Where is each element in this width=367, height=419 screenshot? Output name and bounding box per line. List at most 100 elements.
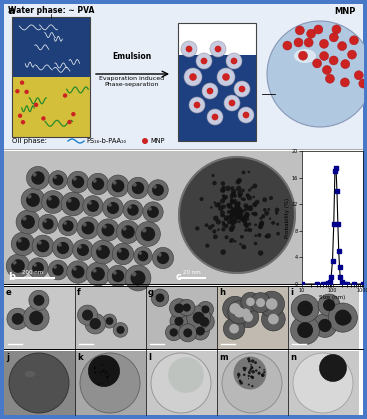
Circle shape — [265, 235, 268, 238]
Circle shape — [235, 209, 241, 215]
Circle shape — [215, 46, 221, 52]
Circle shape — [275, 207, 279, 212]
Circle shape — [241, 308, 250, 318]
Bar — [178, 23, 256, 141]
Ellipse shape — [294, 49, 316, 63]
Circle shape — [246, 297, 255, 306]
Circle shape — [179, 157, 295, 273]
Circle shape — [107, 202, 119, 214]
Circle shape — [200, 197, 204, 201]
Circle shape — [47, 197, 52, 201]
Circle shape — [243, 220, 247, 223]
Circle shape — [18, 114, 22, 118]
Circle shape — [87, 173, 109, 195]
Circle shape — [142, 228, 146, 233]
Circle shape — [243, 373, 246, 376]
Circle shape — [243, 203, 248, 208]
Circle shape — [123, 226, 127, 230]
Circle shape — [230, 212, 235, 216]
Text: d: d — [304, 153, 311, 163]
Circle shape — [238, 194, 242, 198]
Circle shape — [90, 318, 101, 329]
Circle shape — [263, 208, 266, 212]
Circle shape — [250, 375, 252, 378]
Circle shape — [152, 247, 174, 269]
Circle shape — [246, 215, 249, 218]
Circle shape — [255, 370, 258, 372]
Circle shape — [67, 120, 72, 124]
Circle shape — [231, 220, 236, 225]
Circle shape — [261, 373, 265, 377]
Circle shape — [251, 212, 254, 215]
Circle shape — [262, 197, 267, 202]
Circle shape — [235, 204, 237, 207]
Circle shape — [148, 180, 168, 200]
Circle shape — [226, 203, 231, 207]
Circle shape — [240, 218, 242, 220]
Circle shape — [227, 220, 232, 224]
Circle shape — [97, 219, 119, 241]
Circle shape — [26, 193, 40, 207]
Circle shape — [229, 227, 234, 231]
Circle shape — [57, 242, 69, 254]
Circle shape — [235, 202, 237, 205]
Circle shape — [77, 244, 89, 256]
Circle shape — [33, 295, 44, 306]
Circle shape — [297, 322, 313, 338]
Circle shape — [102, 314, 117, 328]
Circle shape — [304, 38, 313, 47]
Circle shape — [313, 313, 337, 337]
Circle shape — [201, 58, 207, 65]
Circle shape — [264, 369, 265, 370]
Text: c: c — [176, 272, 182, 282]
Text: b: b — [8, 272, 15, 282]
Circle shape — [16, 237, 30, 251]
Circle shape — [229, 216, 233, 220]
Circle shape — [245, 213, 249, 217]
Circle shape — [221, 181, 225, 186]
Circle shape — [97, 246, 102, 251]
Circle shape — [73, 266, 77, 271]
Circle shape — [237, 208, 240, 212]
Circle shape — [252, 184, 257, 189]
Circle shape — [214, 202, 219, 207]
Text: n: n — [290, 353, 296, 362]
Circle shape — [77, 305, 98, 325]
Circle shape — [261, 214, 265, 217]
Circle shape — [248, 372, 251, 374]
Circle shape — [54, 176, 57, 179]
Circle shape — [29, 311, 43, 325]
Circle shape — [322, 65, 331, 75]
Circle shape — [240, 235, 244, 239]
Circle shape — [341, 59, 350, 69]
Circle shape — [106, 317, 113, 325]
Circle shape — [213, 201, 216, 204]
Circle shape — [121, 225, 135, 239]
Circle shape — [83, 222, 87, 227]
Circle shape — [139, 251, 142, 255]
Circle shape — [241, 292, 260, 311]
Circle shape — [259, 220, 264, 225]
Circle shape — [108, 380, 109, 381]
Circle shape — [320, 39, 328, 48]
Circle shape — [71, 112, 76, 116]
Circle shape — [99, 372, 100, 373]
Circle shape — [230, 58, 237, 65]
Circle shape — [117, 248, 129, 260]
Circle shape — [259, 217, 263, 220]
Circle shape — [123, 200, 143, 220]
Circle shape — [258, 225, 263, 229]
Circle shape — [191, 322, 210, 340]
Circle shape — [220, 210, 225, 215]
Circle shape — [339, 312, 352, 324]
Circle shape — [207, 88, 213, 94]
Circle shape — [250, 370, 251, 371]
Circle shape — [118, 249, 122, 253]
Circle shape — [6, 254, 30, 278]
Circle shape — [178, 299, 195, 316]
Circle shape — [205, 243, 210, 248]
Circle shape — [229, 216, 235, 221]
Circle shape — [298, 51, 308, 60]
Circle shape — [102, 197, 123, 218]
Circle shape — [109, 374, 110, 375]
